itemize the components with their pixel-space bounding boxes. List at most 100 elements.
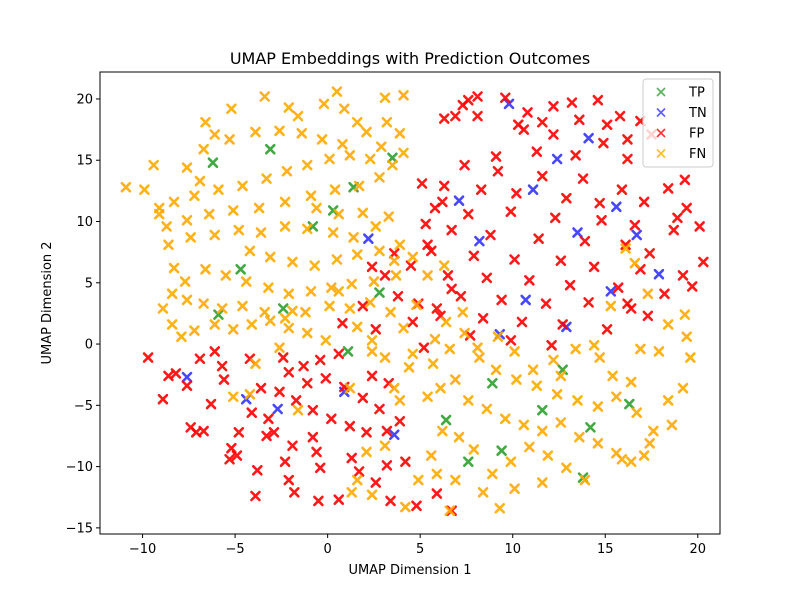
- data-point-tp: [264, 143, 276, 155]
- data-point-fp: [468, 250, 480, 262]
- data-point-fn: [450, 474, 461, 486]
- data-point-fn: [227, 205, 239, 216]
- data-point-fn: [394, 239, 406, 251]
- data-point-fn: [620, 243, 631, 254]
- data-point-fn: [233, 224, 245, 236]
- data-point-tp: [537, 404, 548, 416]
- data-point-fp: [313, 495, 324, 507]
- data-point-fn: [331, 86, 343, 97]
- data-point-fn: [240, 276, 252, 287]
- data-point-fn: [444, 343, 456, 355]
- data-point-fn: [283, 102, 295, 113]
- data-point-fn: [607, 370, 618, 382]
- data-point-tp: [440, 414, 452, 426]
- data-point-fn: [301, 223, 313, 235]
- data-point-fn: [457, 306, 469, 318]
- data-point-fp: [555, 255, 567, 267]
- data-point-fn: [329, 184, 341, 195]
- data-point-fp: [357, 300, 369, 312]
- data-point-fp: [261, 430, 272, 442]
- data-point-fn: [500, 413, 511, 425]
- legend-marker-tp: [656, 87, 666, 97]
- data-point-tn: [551, 153, 563, 165]
- data-point-fn: [311, 202, 322, 214]
- data-point-fp: [698, 256, 709, 268]
- data-point-fn: [161, 221, 172, 232]
- data-point-fp: [505, 335, 517, 346]
- data-point-fp: [512, 119, 524, 130]
- data-point-fn: [487, 468, 498, 480]
- data-point-fp: [283, 474, 295, 486]
- data-point-tp: [374, 287, 385, 298]
- data-point-fn: [244, 388, 256, 400]
- data-point-fp: [290, 395, 302, 406]
- data-point-fn: [246, 319, 258, 330]
- data-point-fp: [612, 282, 624, 293]
- data-point-fn: [542, 450, 554, 461]
- data-point-fn: [250, 358, 261, 369]
- data-point-tp: [277, 303, 289, 314]
- data-point-fn: [431, 468, 443, 480]
- data-point-tp: [585, 422, 596, 433]
- data-point-fp: [644, 248, 655, 259]
- data-point-fn: [379, 92, 391, 104]
- data-point-fp: [437, 196, 448, 208]
- data-point-fn: [318, 98, 330, 110]
- data-point-fn: [494, 502, 506, 514]
- data-point-fn: [472, 342, 483, 354]
- data-point-fp: [320, 373, 332, 384]
- data-point-fn: [351, 474, 363, 486]
- data-point-fn: [364, 297, 376, 308]
- data-point-fn: [353, 180, 365, 192]
- data-point-fp: [533, 233, 544, 244]
- data-point-fp: [629, 219, 641, 231]
- data-point-fp: [379, 270, 391, 281]
- data-point-fp: [462, 208, 474, 220]
- data-point-fn: [555, 417, 567, 428]
- data-point-fn: [551, 388, 563, 400]
- data-point-fp: [361, 426, 372, 438]
- data-point-fp: [557, 319, 568, 330]
- data-point-fn: [324, 153, 335, 165]
- data-point-fn: [666, 419, 678, 431]
- data-point-fn: [662, 319, 674, 330]
- data-point-fn: [357, 207, 369, 219]
- data-point-fn: [648, 425, 659, 437]
- data-point-fp: [638, 196, 650, 208]
- data-point-fp: [442, 270, 454, 281]
- data-point-fn: [300, 306, 311, 318]
- data-point-fn: [481, 403, 493, 415]
- data-point-fp: [307, 431, 319, 443]
- data-point-fp: [250, 490, 261, 502]
- chart-title: UMAP Embeddings with Prediction Outcomes: [230, 49, 590, 68]
- data-point-fp: [224, 453, 235, 465]
- data-point-fn: [383, 211, 395, 222]
- legend-marker-tn: [656, 107, 666, 118]
- data-point-fn: [579, 474, 591, 486]
- data-point-fn: [200, 264, 211, 275]
- data-point-fn: [492, 331, 504, 342]
- data-point-tp: [342, 346, 354, 357]
- data-point-fp: [279, 456, 291, 467]
- data-point-fp: [263, 413, 274, 425]
- data-point-fn: [209, 229, 221, 241]
- legend-label-fn: FN: [689, 147, 706, 162]
- data-point-fp: [400, 456, 411, 467]
- data-point-fp: [287, 440, 298, 452]
- data-point-fn: [364, 153, 376, 165]
- data-point-fn: [220, 270, 232, 281]
- data-point-fp: [381, 460, 393, 471]
- data-point-fn: [274, 342, 285, 354]
- data-point-fp: [307, 404, 319, 416]
- data-point-fn: [625, 456, 637, 467]
- data-point-fn: [403, 362, 415, 373]
- data-point-fp: [662, 183, 674, 194]
- data-point-fp: [668, 224, 680, 236]
- data-point-fn: [592, 401, 604, 412]
- data-point-fn: [570, 343, 581, 355]
- data-point-fn: [279, 196, 291, 208]
- data-point-fn: [346, 278, 358, 290]
- data-point-tn: [611, 201, 622, 213]
- data-point-fn: [264, 315, 276, 327]
- data-point-fp: [353, 466, 365, 477]
